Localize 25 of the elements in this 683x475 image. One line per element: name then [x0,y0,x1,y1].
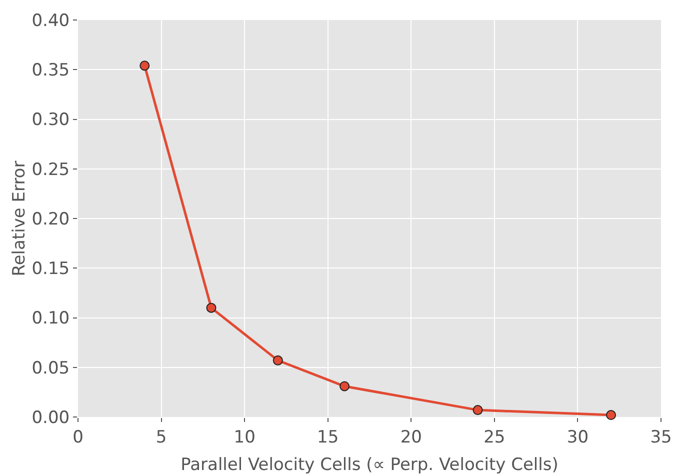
y-tick-label: 0.35 [32,60,70,81]
point [206,302,216,313]
y-tick-label: 0.00 [32,408,70,428]
y-tick-label: 0.30 [32,110,70,130]
x-tick-label: 25 [484,427,506,448]
y-tick-label: 0.10 [32,308,70,329]
x-tick-label: 15 [317,427,339,448]
x-tick-label: 0 [72,427,84,448]
y-tick-label: 0.25 [32,160,70,180]
y-axis-title: Relative Error [10,160,30,276]
x-tick-label: 10 [234,427,256,448]
x-tick-label: 5 [156,427,167,448]
point [140,60,150,71]
y-tick-label: 0.20 [32,209,70,230]
y-tick-label: 0.15 [32,259,70,280]
x-tick-label: 35 [650,427,672,448]
point [340,381,350,392]
point [272,355,283,366]
y-tick-label: 0.40 [32,10,70,31]
point [606,410,616,420]
x-tick-label: 30 [566,427,589,448]
x-axis-title: Parallel Velocity Cells (∝ Perp. Velocity Cells) [180,455,558,475]
point [472,405,483,416]
y-tick-label: 0.05 [32,358,70,378]
x-tick-label: 20 [400,427,422,448]
